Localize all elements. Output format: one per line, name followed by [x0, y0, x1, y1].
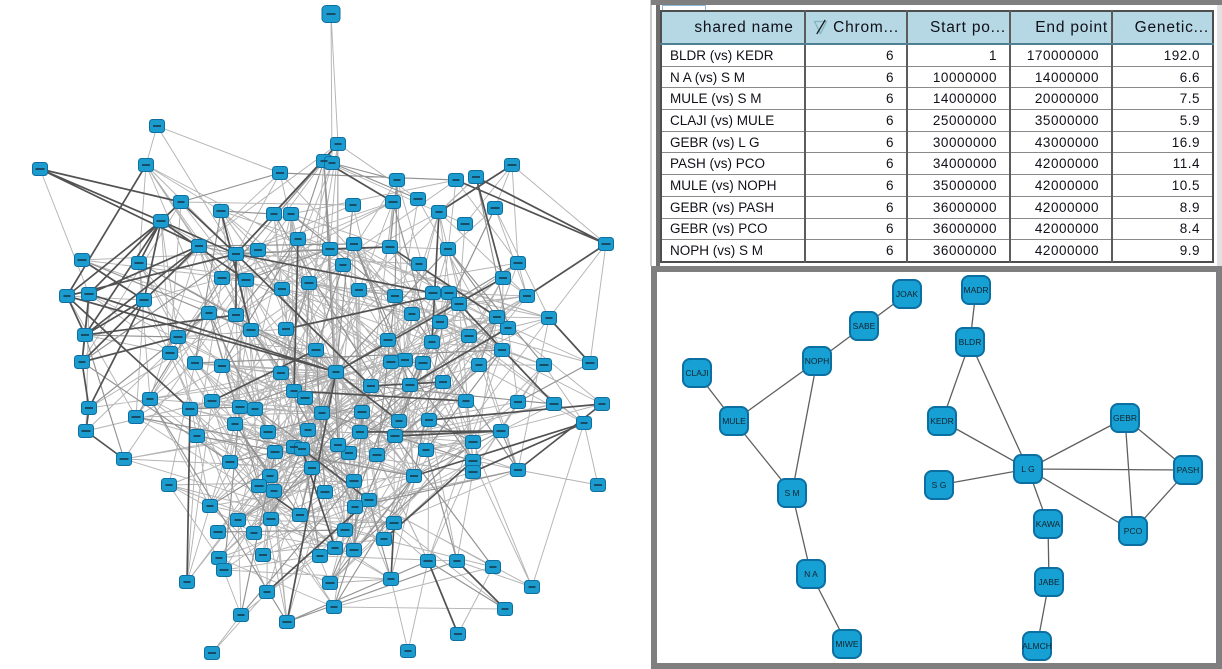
svg-text:PCO: PCO	[1124, 526, 1143, 536]
svg-text:MADR: MADR	[963, 285, 988, 295]
svg-text:KEDR: KEDR	[930, 416, 954, 426]
svg-text:KAWA: KAWA	[1036, 519, 1061, 529]
svg-text:BLDR: BLDR	[959, 337, 982, 347]
svg-text:CLAJI: CLAJI	[685, 368, 708, 378]
svg-text:JOAK: JOAK	[896, 289, 919, 299]
svg-text:GEBR: GEBR	[1113, 413, 1137, 423]
svg-text:N A: N A	[804, 569, 818, 579]
svg-text:ALMCH: ALMCH	[1022, 641, 1052, 651]
svg-text:S M: S M	[784, 488, 799, 498]
svg-text:NOPH: NOPH	[805, 356, 830, 366]
svg-text:L G: L G	[1021, 464, 1034, 474]
svg-text:S G: S G	[932, 480, 947, 490]
svg-text:MULE: MULE	[722, 416, 746, 426]
svg-text:PASH: PASH	[1177, 465, 1200, 475]
svg-text:MIWE: MIWE	[835, 639, 858, 649]
svg-text:SABE: SABE	[853, 321, 876, 331]
svg-text:JABE: JABE	[1038, 577, 1060, 587]
